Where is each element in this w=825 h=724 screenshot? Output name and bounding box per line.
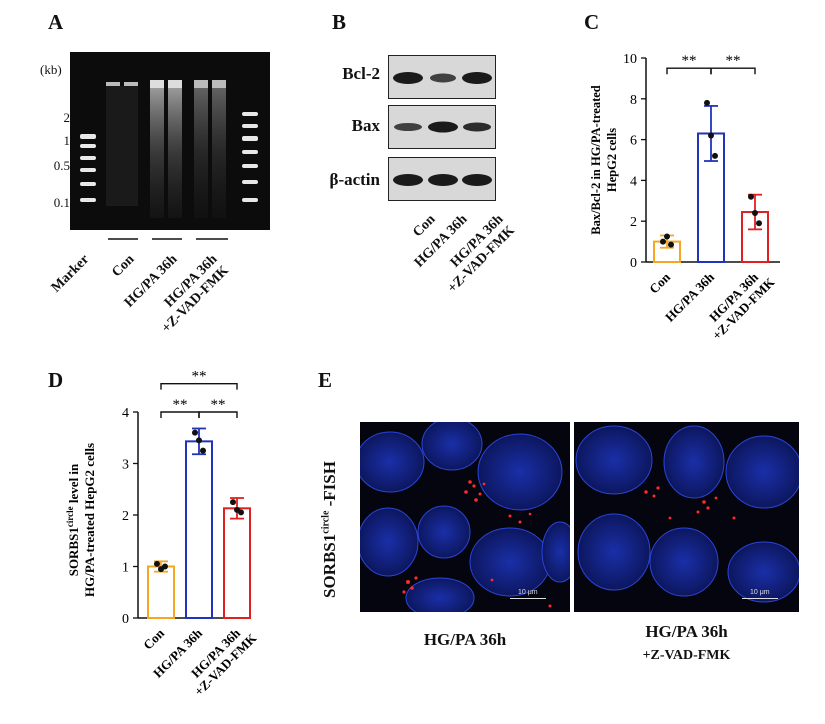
panel-letter-c: C xyxy=(584,10,600,34)
gel-panel: (kb) 2 1 0.5 0.1 M xyxy=(0,0,300,336)
data-point xyxy=(664,233,670,240)
gel-unit-label: (kb) xyxy=(40,62,62,77)
fish-ylabel-sup: circle xyxy=(320,510,332,534)
fish-scalebar-2 xyxy=(742,598,778,599)
data-point xyxy=(712,152,718,159)
gel-image xyxy=(70,52,270,230)
data-point xyxy=(154,560,160,567)
y-tick-label: 0 xyxy=(630,256,637,271)
bar-0 xyxy=(147,565,175,619)
gel-tick-2: 2 xyxy=(63,110,71,125)
y-tick-label: 1 xyxy=(122,561,129,576)
data-point xyxy=(756,220,762,227)
gel-lane-label-marker: Marker xyxy=(49,252,93,296)
significance-bracket xyxy=(710,67,756,75)
data-point xyxy=(196,437,202,444)
panel-letter-b: B xyxy=(332,10,347,34)
bar-2 xyxy=(223,507,251,619)
data-point xyxy=(230,499,236,506)
blot-strip-actin xyxy=(388,157,496,201)
fish-caption-zvad-sub: +Z-VAD-FMK xyxy=(642,648,731,663)
panel-letter-e: E xyxy=(318,368,333,392)
significance-label: ** xyxy=(192,369,207,385)
significance-label: ** xyxy=(211,397,226,413)
blot-label-actin: β-actin xyxy=(329,170,380,189)
significance-label: ** xyxy=(726,53,741,69)
fish-caption-hgpa: HG/PA 36h xyxy=(423,630,507,649)
blot-label-bcl2: Bcl-2 xyxy=(342,64,380,83)
bar-1 xyxy=(185,440,213,620)
gel-tick-1: 1 xyxy=(63,133,71,148)
data-point xyxy=(748,193,754,200)
y-tick-label: 4 xyxy=(122,406,129,421)
panel-letter-a: A xyxy=(48,10,64,34)
data-point xyxy=(752,210,758,217)
y-tick-label: 10 xyxy=(623,52,637,67)
fish-caption-zvad: HG/PA 36h xyxy=(645,622,728,641)
data-point xyxy=(192,429,198,436)
fish-panel: SORBS1circle -FISH 10 μm xyxy=(300,360,825,724)
data-point xyxy=(660,238,666,245)
fish-image-zvad: 10 μm xyxy=(574,422,799,612)
significance-bracket xyxy=(160,382,238,390)
gel-lane-label-con: Con xyxy=(109,252,138,281)
data-point xyxy=(162,563,168,570)
y-axis-label: SORBS1circle level inHG/PA-treated HepG2… xyxy=(65,443,97,597)
y-tick-label: 6 xyxy=(630,134,637,149)
blot-strip-bcl2 xyxy=(388,55,496,99)
x-tick-label-0: Con xyxy=(646,269,673,296)
fish-image-hgpa: 10 μm xyxy=(360,422,570,612)
blot-strip-bax xyxy=(388,105,496,149)
y-tick-label: 4 xyxy=(630,174,637,189)
gel-lane-bars xyxy=(108,238,228,240)
fish-ylabel-main: SORBS1 xyxy=(320,533,339,598)
y-tick-label: 0 xyxy=(122,612,129,627)
panel-letter-d: D xyxy=(48,368,64,392)
data-point xyxy=(200,447,206,454)
y-axis-label: Bax/Bcl-2 in HG/PA-treated HepG2 cells xyxy=(589,85,619,235)
significance-label: ** xyxy=(173,397,188,413)
fish-ylabel: SORBS1circle -FISH xyxy=(320,461,340,598)
data-point xyxy=(708,132,714,139)
data-point xyxy=(238,509,244,516)
gel-tick-05: 0.5 xyxy=(53,158,70,173)
y-tick-label: 2 xyxy=(630,215,637,230)
blot-label-bax: Bax xyxy=(351,116,380,135)
data-point xyxy=(668,241,674,248)
fish-scalebar-1 xyxy=(510,598,546,599)
x-tick-label-0: Con xyxy=(140,625,167,652)
fish-scale-text-1: 10 μm xyxy=(518,589,538,596)
significance-label: ** xyxy=(682,53,697,69)
data-point xyxy=(704,99,710,106)
gel-tick-01: 0.1 xyxy=(53,195,70,210)
y-tick-label: 3 xyxy=(122,458,129,473)
significance-bracket xyxy=(198,411,238,418)
fish-scale-text-2: 10 μm xyxy=(750,589,770,596)
fish-ylabel-suffix: -FISH xyxy=(320,461,339,511)
blot-panel: Bcl-2 Bax β-actin Con HG/PA 36h HG/PA 36… xyxy=(300,0,530,320)
y-tick-label: 8 xyxy=(630,93,637,108)
y-tick-label: 2 xyxy=(122,509,129,524)
